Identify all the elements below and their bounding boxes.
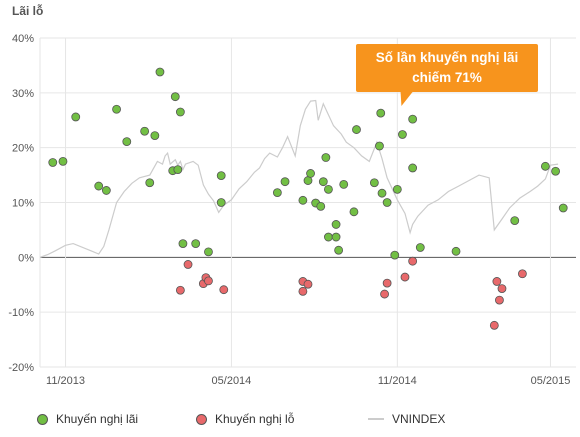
profit-point	[415, 243, 425, 252]
profit-point	[48, 158, 58, 167]
loss-point	[408, 256, 418, 266]
profit-point	[376, 108, 386, 118]
y-tick-label: 40%	[12, 33, 34, 45]
profit-point	[339, 180, 349, 189]
y-tick-label: 10%	[12, 198, 34, 210]
x-tick-label: 05/2014	[212, 375, 252, 387]
profit-point	[101, 186, 111, 195]
profit-point	[349, 207, 359, 217]
profit-point	[324, 184, 333, 194]
profit-point	[155, 67, 165, 77]
profit-point	[324, 232, 333, 242]
x-tick-label: 11/2013	[46, 375, 85, 387]
profit-point	[382, 198, 392, 207]
profit-point	[377, 188, 387, 198]
profit-point	[408, 114, 418, 124]
profit-point	[306, 169, 315, 178]
profit-point	[318, 177, 328, 187]
profit-point	[352, 125, 361, 134]
loss-point	[492, 277, 502, 286]
profit-point	[331, 232, 341, 242]
loss-point	[489, 320, 499, 330]
loss-point	[495, 295, 504, 305]
profit-point	[316, 201, 326, 211]
profit-point	[122, 137, 132, 147]
loss-point	[204, 276, 213, 286]
loss-point	[382, 278, 392, 288]
profit-point	[321, 153, 331, 162]
profit-point	[369, 178, 379, 188]
profit-point	[112, 104, 121, 114]
loss-point	[400, 272, 410, 282]
legend-swatch-loss	[196, 413, 207, 425]
profit-point	[216, 171, 226, 181]
legend-swatch-vnindex	[368, 418, 384, 420]
profit-point	[334, 245, 344, 255]
legend-label-profit: Khuyến nghị lãi	[56, 412, 139, 426]
profit-point	[94, 181, 104, 191]
profit-point	[280, 177, 290, 187]
x-tick-label: 05/2015	[531, 375, 571, 387]
y-tick-label: 20%	[12, 143, 34, 155]
profit-point	[375, 141, 384, 151]
legend-item-loss[interactable]: Khuyến nghị lỗ	[196, 412, 294, 426]
profit-point	[331, 220, 341, 229]
y-tick-label: -10%	[8, 307, 34, 319]
profit-point	[175, 107, 185, 117]
profit-point	[540, 161, 550, 171]
y-axis-title: Lãi lỗ	[12, 4, 44, 18]
legend-label-loss: Khuyến nghị lỗ	[215, 412, 295, 426]
legend-item-vnindex[interactable]: VNINDEX	[368, 412, 445, 426]
profit-point	[408, 163, 418, 173]
profit-point	[510, 216, 520, 225]
profit-point	[191, 239, 201, 249]
profit-point	[390, 250, 400, 260]
legend-swatch-profit	[37, 413, 48, 425]
y-tick-label: 0%	[18, 252, 34, 264]
legend-item-profit[interactable]: Khuyến nghị lãi	[37, 412, 138, 426]
loss-point	[303, 279, 313, 289]
loss-point	[497, 284, 507, 293]
profit-point	[216, 198, 226, 207]
profit-point	[272, 188, 282, 198]
profit-point	[140, 126, 150, 136]
loss-point	[175, 285, 185, 295]
profit-point	[398, 130, 407, 139]
profit-point	[298, 195, 308, 205]
profit-point	[145, 178, 155, 188]
loss-point	[518, 269, 527, 279]
y-tick-label: 30%	[12, 88, 34, 100]
vnindex-line	[39, 99, 559, 258]
profit-point	[551, 166, 560, 176]
profit-point	[71, 112, 81, 122]
profit-point	[173, 165, 183, 175]
x-tick-label: 11/2014	[378, 375, 417, 387]
profit-point	[58, 156, 68, 166]
profit-point	[204, 247, 213, 257]
profit-point	[178, 239, 188, 249]
profit-point	[558, 203, 568, 213]
profit-point	[451, 246, 461, 256]
annotation-callout: Số lần khuyến nghị lãi chiếm 71%	[356, 44, 538, 92]
y-tick-label: -20%	[8, 362, 34, 374]
legend-label-vnindex: VNINDEX	[392, 412, 446, 426]
loss-point	[219, 285, 229, 295]
profit-point	[392, 184, 402, 194]
loss-point	[298, 286, 308, 296]
loss-point	[183, 260, 193, 269]
profit-point	[170, 92, 180, 102]
loss-point	[380, 289, 389, 299]
profit-point	[150, 131, 160, 141]
